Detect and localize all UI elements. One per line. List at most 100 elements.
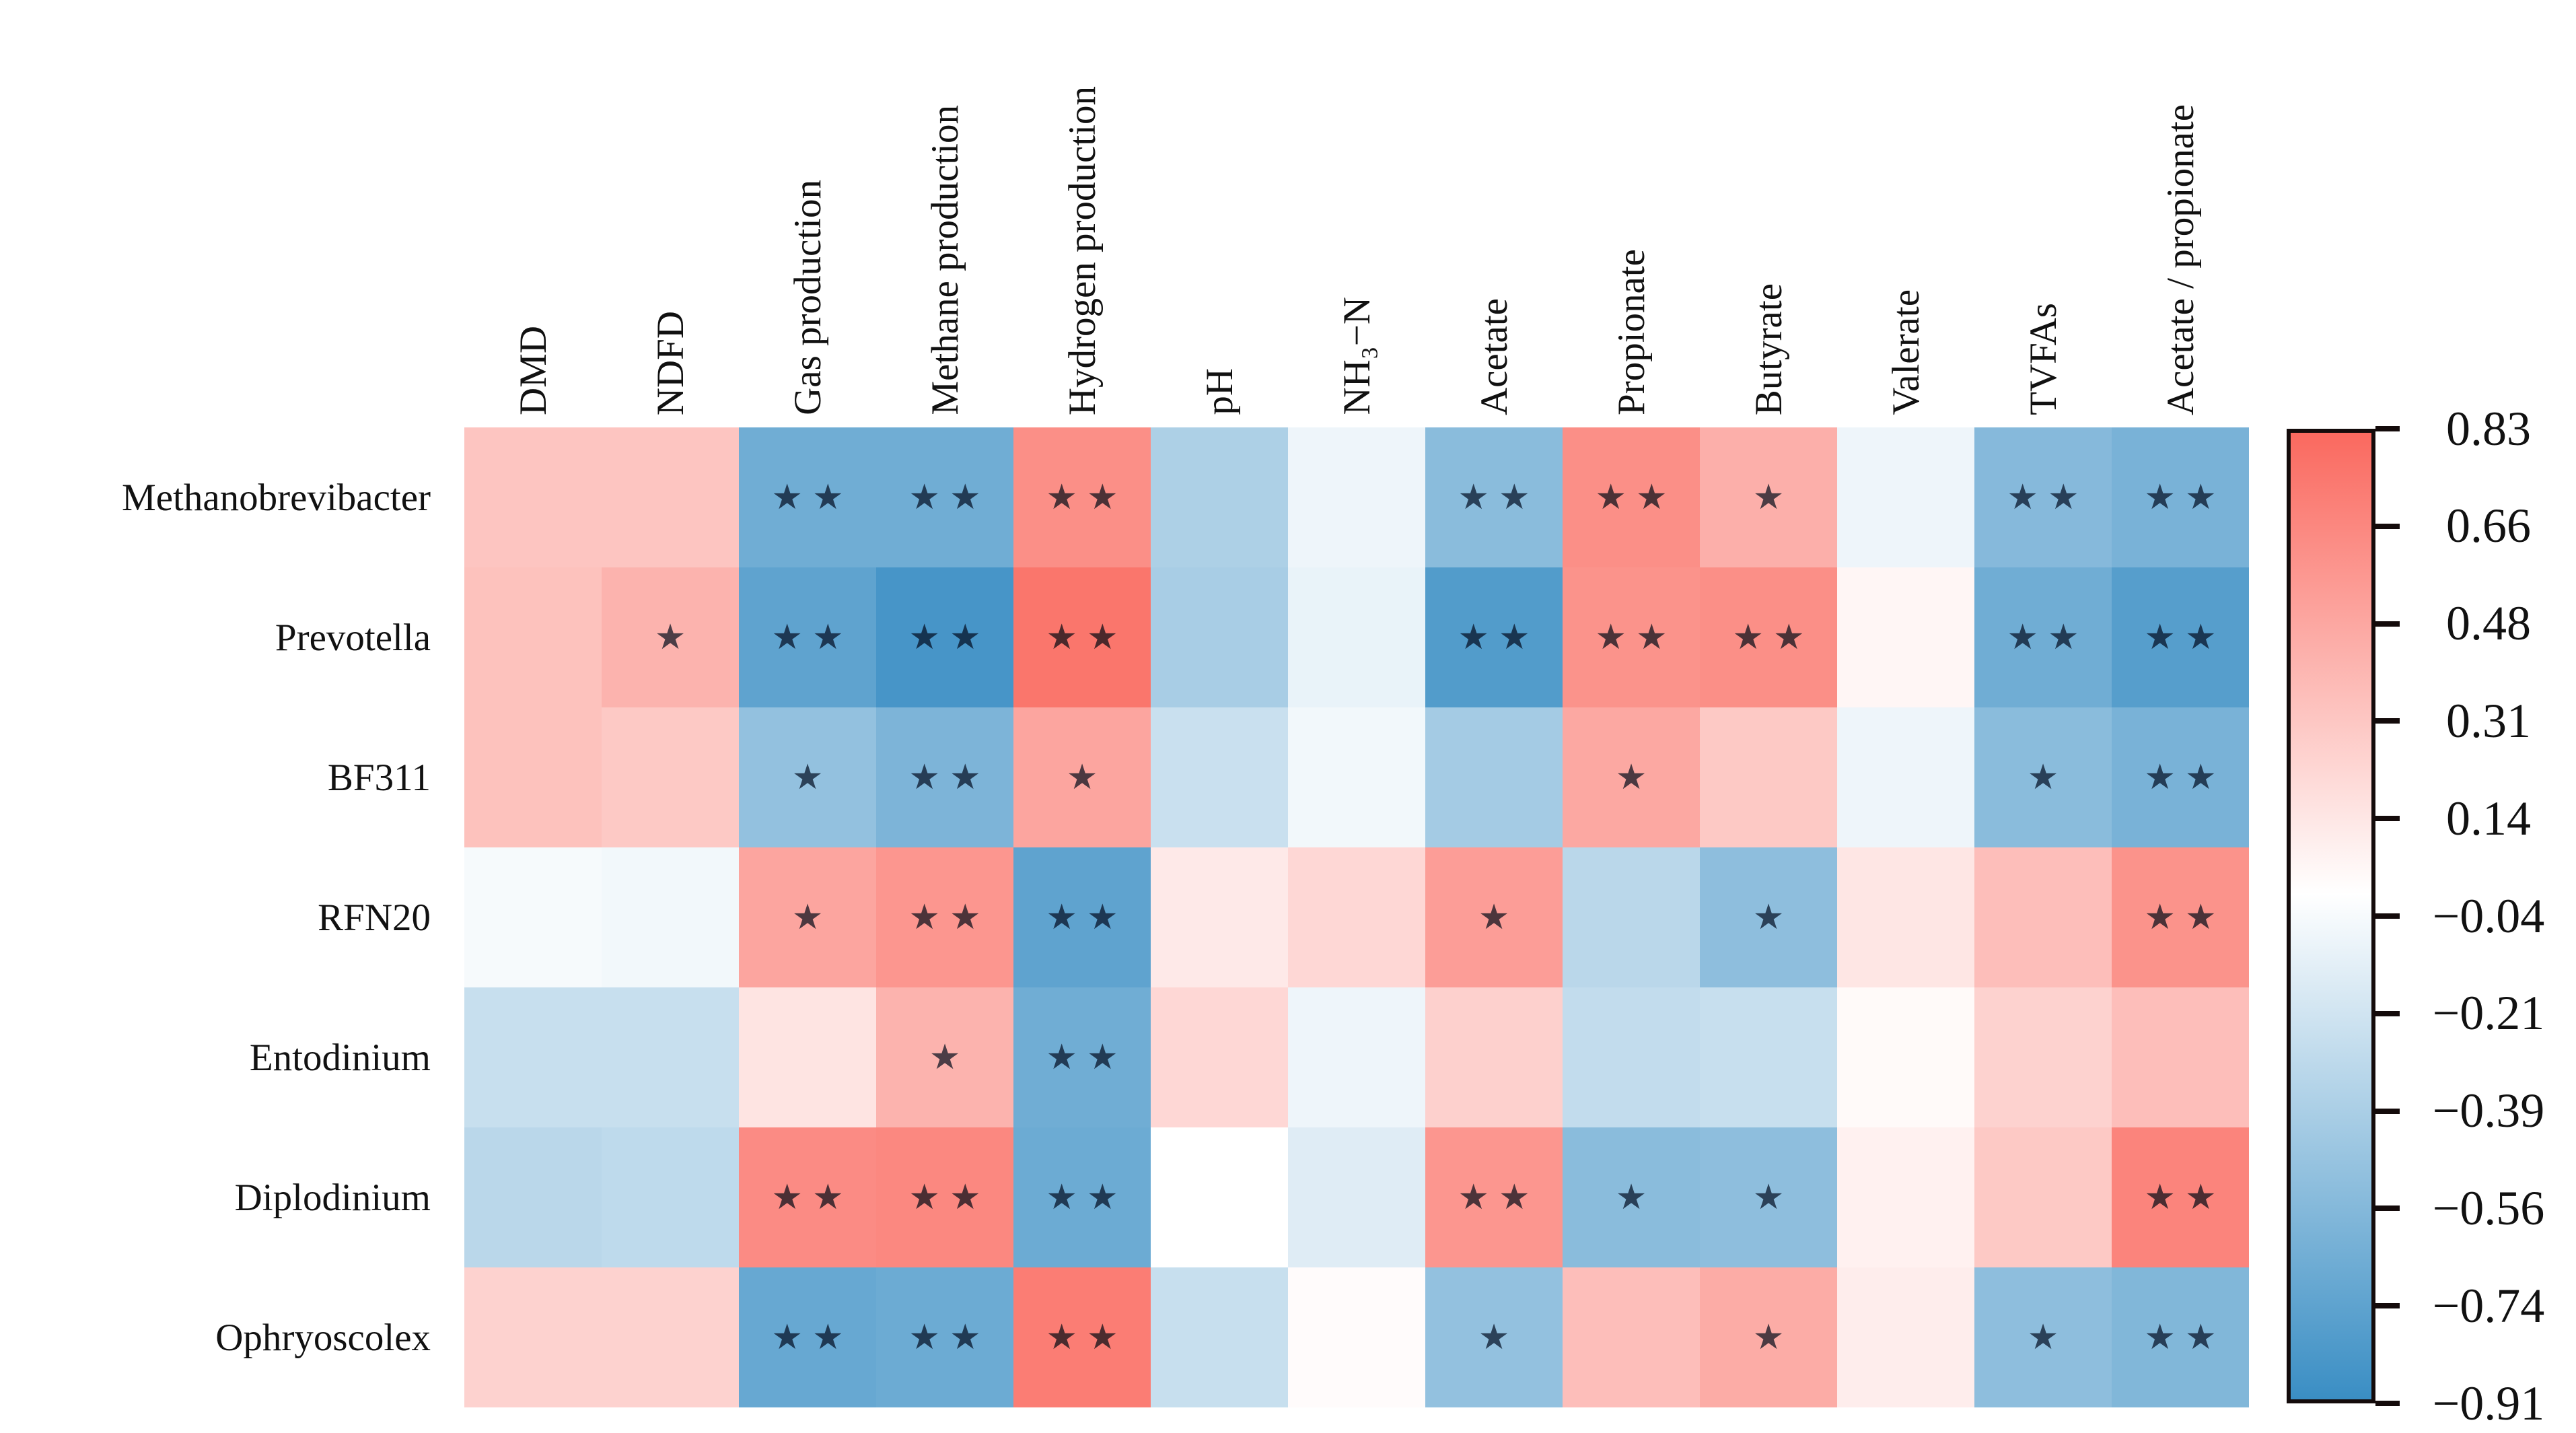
heatmap-cell: ★★ — [2112, 707, 2249, 847]
heatmap-cell — [464, 427, 602, 567]
significance-stars: ★ — [2027, 1317, 2069, 1358]
row-label-rfn20: RFN20 — [318, 896, 431, 939]
row-label-diplodinium: Diplodinium — [234, 1176, 431, 1219]
heatmap-cell — [1151, 567, 1288, 707]
heatmap-cell — [1288, 427, 1425, 567]
heatmap-cell — [1288, 567, 1425, 707]
significance-stars: ★★ — [2007, 617, 2089, 658]
heatmap-cell: ★★ — [1700, 567, 1837, 707]
significance-stars: ★★ — [1595, 477, 1677, 518]
colorbar-tick-label: 0.83 — [2446, 401, 2531, 456]
heatmap-cell: ★★ — [876, 427, 1013, 567]
colorbar-tick — [2375, 426, 2400, 431]
heatmap-cell: ★ — [602, 567, 739, 707]
colorbar-tick-label: −0.91 — [2432, 1376, 2545, 1430]
significance-stars: ★★ — [1046, 1317, 1128, 1358]
heatmap-cell: ★★ — [2112, 427, 2249, 567]
significance-stars: ★★ — [1046, 1177, 1128, 1218]
heatmap-cell — [1837, 567, 1974, 707]
column-header-label: NDFD — [649, 310, 692, 415]
significance-stars: ★★ — [1732, 617, 1814, 658]
column-header-label: NH₃−N — [1335, 297, 1378, 415]
significance-stars: ★★ — [2144, 617, 2226, 658]
heatmap-cell — [602, 1267, 739, 1407]
column-header-label: Gas production — [786, 180, 829, 415]
column-header: Acetate — [1425, 0, 1563, 415]
heatmap-cell: ★★ — [1013, 1127, 1151, 1267]
heatmap-cell: ★★ — [2112, 847, 2249, 987]
colorbar-tick-label: 0.14 — [2446, 791, 2531, 845]
significance-stars: ★ — [791, 897, 833, 938]
heatmap-cell — [464, 847, 602, 987]
heatmap-cell — [1700, 987, 1837, 1127]
heatmap-cell: ★★ — [1425, 1127, 1563, 1267]
colorbar-gradient — [2287, 429, 2375, 1403]
heatmap-cell: ★ — [739, 707, 876, 847]
heatmap-cell: ★★ — [1974, 567, 2112, 707]
heatmap-cell: ★★ — [2112, 1127, 2249, 1267]
heatmap-cell: ★★ — [739, 1267, 876, 1407]
heatmap-cell: ★ — [1013, 707, 1151, 847]
significance-stars: ★★ — [1458, 617, 1540, 658]
heatmap-cell: ★★ — [2112, 1267, 2249, 1407]
significance-stars: ★ — [1752, 1317, 1794, 1358]
heatmap-cell — [464, 1267, 602, 1407]
heatmap-cell: ★★ — [1563, 427, 1700, 567]
colorbar-tick-label: −0.21 — [2432, 986, 2545, 1041]
significance-stars: ★ — [1752, 477, 1794, 518]
heatmap-cell — [1974, 847, 2112, 987]
significance-stars: ★ — [929, 1037, 970, 1078]
colorbar-tick — [2375, 1108, 2400, 1114]
colorbar-tick — [2375, 1010, 2400, 1016]
significance-stars: ★★ — [2144, 1177, 2226, 1218]
column-header-label: Butyrate — [1747, 283, 1790, 415]
heatmap-cell — [1151, 427, 1288, 567]
heatmap-cell: ★ — [1974, 707, 2112, 847]
row-label-methanobrevibacter: Methanobrevibacter — [122, 476, 431, 519]
column-header: Acetate / propionate — [2112, 0, 2249, 415]
heatmap-cell — [1288, 707, 1425, 847]
significance-stars: ★★ — [2144, 1317, 2226, 1358]
heatmap-cell: ★ — [739, 847, 876, 987]
heatmap-cell: ★★ — [876, 707, 1013, 847]
heatmap-cell — [1974, 1127, 2112, 1267]
significance-stars: ★★ — [2007, 477, 2089, 518]
row-label-entodinium: Entodinium — [249, 1036, 431, 1079]
significance-stars: ★★ — [908, 1317, 991, 1358]
significance-stars: ★★ — [2144, 897, 2226, 938]
colorbar-tick-label: 0.48 — [2446, 596, 2531, 651]
significance-stars: ★★ — [908, 477, 991, 518]
significance-stars: ★★ — [2144, 757, 2226, 798]
heatmap-cell — [1151, 847, 1288, 987]
significance-stars: ★ — [1478, 897, 1519, 938]
heatmap-cell — [1837, 1267, 1974, 1407]
colorbar-tick-label: −0.74 — [2432, 1278, 2545, 1333]
colorbar-tick — [2375, 1401, 2400, 1406]
colorbar-tick — [2375, 523, 2400, 529]
heatmap-cell: ★ — [1425, 1267, 1563, 1407]
significance-stars: ★★ — [908, 1177, 991, 1218]
heatmap-cell: ★★ — [1425, 427, 1563, 567]
heatmap-cell — [1837, 847, 1974, 987]
significance-stars: ★★ — [1595, 617, 1677, 658]
row-label-bf311: BF311 — [327, 756, 431, 799]
heatmap-cell: ★★ — [1425, 567, 1563, 707]
heatmap-cell — [2112, 987, 2249, 1127]
column-header: Butyrate — [1700, 0, 1837, 415]
significance-stars: ★ — [1066, 757, 1108, 798]
significance-stars: ★★ — [771, 1317, 853, 1358]
heatmap-cell: ★★ — [739, 1127, 876, 1267]
heatmap-cell: ★★ — [876, 847, 1013, 987]
heatmap-cell: ★★ — [739, 427, 876, 567]
heatmap-cell — [1288, 987, 1425, 1127]
heatmap-cell — [1563, 1267, 1700, 1407]
significance-stars: ★ — [654, 617, 696, 658]
heatmap-cell: ★★ — [1013, 987, 1151, 1127]
colorbar-tick — [2375, 913, 2400, 919]
colorbar-tick — [2375, 816, 2400, 822]
heatmap-cell: ★ — [876, 987, 1013, 1127]
heatmap-cell — [1974, 987, 2112, 1127]
colorbar-tick-label: 0.66 — [2446, 499, 2531, 553]
significance-stars: ★★ — [1046, 477, 1128, 518]
significance-stars: ★ — [1615, 757, 1657, 798]
